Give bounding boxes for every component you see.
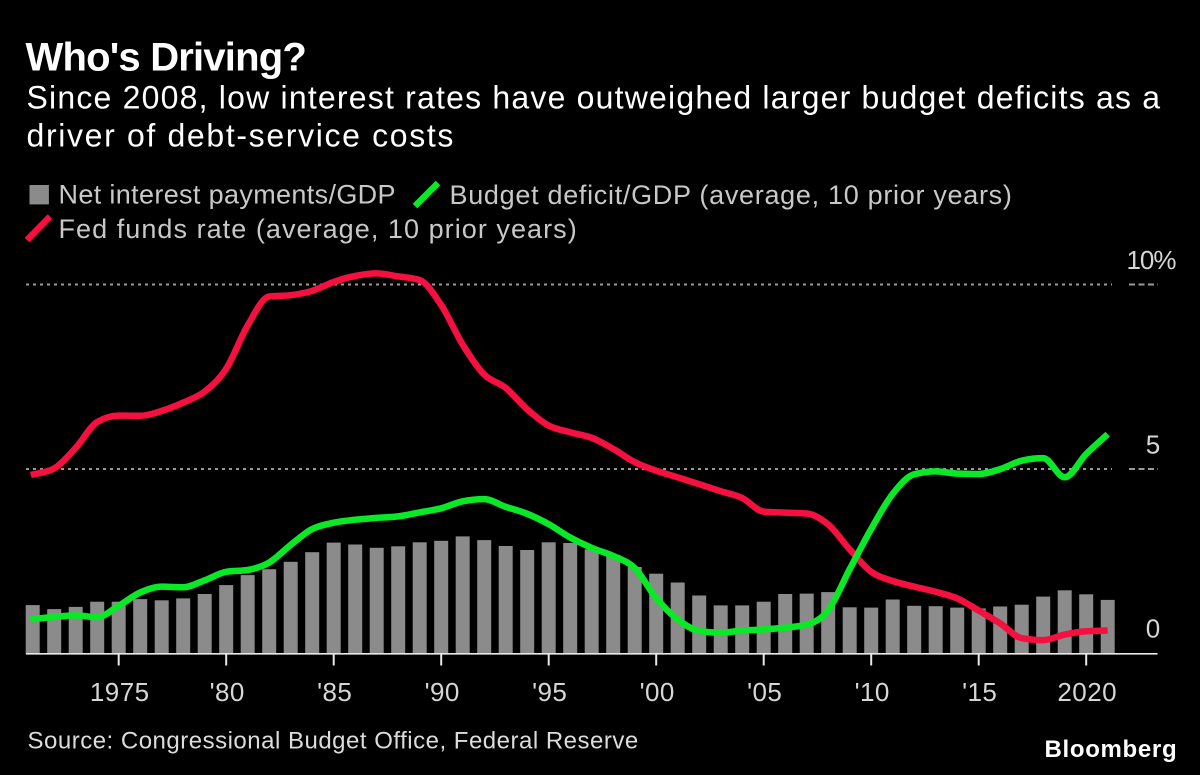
svg-text:Net interest payments/GDP: Net interest payments/GDP [59, 180, 396, 210]
svg-text:'90: '90 [425, 677, 460, 707]
svg-text:Source: Congressional Budget O: Source: Congressional Budget Office, Fed… [28, 728, 639, 755]
svg-text:Budget deficit/GDP (average, 1: Budget deficit/GDP (average, 10 prior ye… [450, 180, 1013, 210]
svg-text:5: 5 [1146, 430, 1160, 460]
svg-text:Fed funds rate (average, 10 pr: Fed funds rate (average, 10 prior years) [59, 214, 578, 244]
svg-text:2020: 2020 [1057, 677, 1117, 707]
svg-text:Who's Driving?: Who's Driving? [26, 36, 307, 80]
svg-text:Since 2008, low interest rates: Since 2008, low interest rates have outw… [27, 80, 1162, 116]
svg-text:'05: '05 [747, 677, 782, 707]
svg-text:1975: 1975 [90, 677, 150, 707]
svg-text:driver of debt-service costs: driver of debt-service costs [27, 118, 456, 154]
svg-text:10%: 10% [1126, 245, 1176, 275]
svg-text:'80: '80 [210, 677, 245, 707]
svg-text:'15: '15 [962, 677, 997, 707]
svg-text:'10: '10 [855, 677, 890, 707]
svg-text:'95: '95 [532, 677, 567, 707]
svg-text:'00: '00 [640, 677, 675, 707]
svg-text:0: 0 [1146, 614, 1160, 644]
svg-text:'85: '85 [317, 677, 352, 707]
svg-text:Bloomberg: Bloomberg [1045, 736, 1178, 763]
